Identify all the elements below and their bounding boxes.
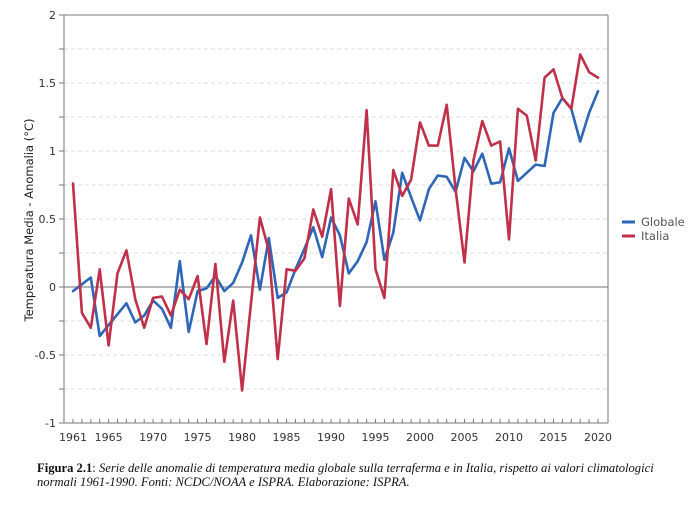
x-tick-label: 1985 [273,431,301,444]
x-tick-label: 1990 [317,431,345,444]
caption-text: Serie delle anomalie di temperatura medi… [37,461,654,489]
x-tick-label: 1975 [184,431,212,444]
gridlines [64,48,608,390]
y-tick-label: 0 [49,281,56,294]
series-lines [71,53,600,392]
temperature-anomaly-chart: -1 -0.5 0 0.5 1 1.5 2 1961 1965 1970 1975 1980 1985 1… [22,9,685,444]
tick-labels: -1 -0.5 0 0.5 1 1.5 2 1961 1965 1970 1975 1980 1985 1… [35,9,612,444]
x-tick-label: 2010 [495,431,523,444]
y-axis-title: Temperatura Media - Anomalia (°C) [22,118,36,322]
y-tick-label: -1 [45,417,56,430]
x-tick-label: 1970 [139,431,167,444]
y-tick-label: 1.5 [39,77,57,90]
x-tick-label: 1965 [95,431,123,444]
x-tick-label: 2000 [406,431,434,444]
series-line-italia [71,53,600,392]
x-tick-label: 1980 [228,431,256,444]
x-tick-label: 2005 [451,431,479,444]
caption-label: Figura 2.1 [37,461,93,475]
y-tick-label: 2 [49,9,56,22]
y-tick-label: 1 [49,145,56,158]
x-tick-label: 1995 [362,431,390,444]
caption-separator: : [92,461,99,475]
x-tick-label: 2015 [540,431,568,444]
x-tick-label: 1961 [59,431,87,444]
figure-caption: Figura 2.1: Serie delle anomalie di temp… [37,461,677,489]
y-tick-label: -0.5 [35,349,56,362]
x-tick-label: 2020 [584,431,612,444]
y-tick-label: 0.5 [39,213,57,226]
legend-label-italia: Italia [641,229,669,243]
legend-label-globale: Globale [641,215,685,229]
axes [59,14,609,424]
series-line-globale [71,89,600,338]
